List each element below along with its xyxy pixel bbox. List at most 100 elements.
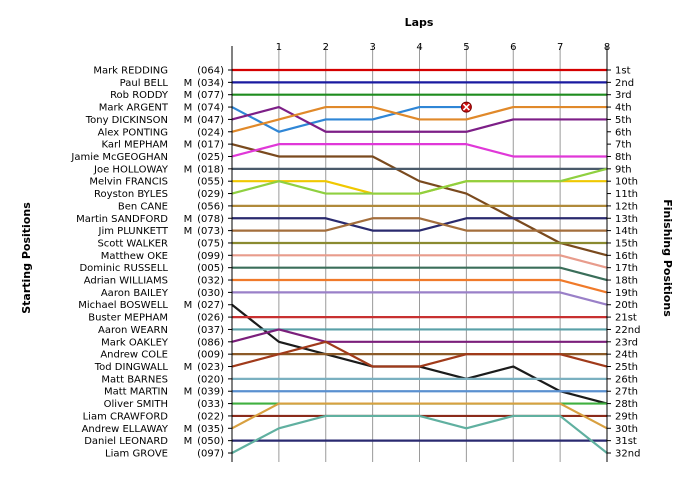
retirement-markers xyxy=(460,101,472,113)
starting-driver-number: (027) xyxy=(197,300,224,311)
starting-position-labels: Mark REDDING (064) Paul BELL M (034) Rob RODD… xyxy=(70,66,224,460)
finishing-position-label: 19th xyxy=(615,288,638,299)
starting-driver-number: (018) xyxy=(197,164,224,175)
starting-driver-number: (009) xyxy=(197,350,224,361)
starting-driver-number: (074) xyxy=(197,103,224,114)
starting-driver-name: Jamie McGEOGHAN xyxy=(70,152,168,163)
starting-driver-class: M xyxy=(184,164,193,175)
x-tick-label-2: 2 xyxy=(323,42,329,53)
series-line-18 xyxy=(232,278,608,294)
finishing-position-label: 7th xyxy=(615,140,632,151)
plot-frame xyxy=(228,46,611,462)
grid-lines xyxy=(278,46,608,462)
starting-driver-number: (005) xyxy=(197,263,224,274)
starting-driver-number: (073) xyxy=(197,226,224,237)
series-line-7 xyxy=(231,143,608,257)
starting-driver-class: M xyxy=(184,140,193,151)
starting-driver-name: Dominic RUSSELL xyxy=(79,263,168,274)
finishing-position-label: 10th xyxy=(615,177,638,188)
finishing-position-label: 11th xyxy=(615,189,638,200)
finishing-position-label: 6th xyxy=(615,127,632,138)
starting-driver-class: M xyxy=(184,387,193,398)
starting-driver-name: Liam CRAWFORD xyxy=(83,411,169,422)
finishing-position-label: 15th xyxy=(615,238,638,249)
starting-driver-name: Melvin FRANCIS xyxy=(89,177,168,188)
starting-driver-class: M xyxy=(184,214,193,225)
starting-driver-name: Mark ARGENT xyxy=(99,103,169,114)
starting-driver-name: Alex PONTING xyxy=(98,127,168,138)
starting-driver-number: (078) xyxy=(197,214,224,225)
starting-driver-name: Matt MARTIN xyxy=(104,387,168,398)
series-line-13 xyxy=(232,217,607,232)
y-axis-label-right: Finishing Positions xyxy=(661,199,674,317)
starting-driver-name: Matt BARNES xyxy=(101,374,168,385)
finishing-position-label: 32nd xyxy=(615,449,640,460)
starting-driver-name: Scott WALKER xyxy=(97,238,168,249)
finishing-position-label: 28th xyxy=(615,399,638,410)
starting-driver-name: Aaron WEARN xyxy=(98,325,168,336)
finishing-position-label: 27th xyxy=(615,387,638,398)
starting-driver-class: M xyxy=(184,90,193,101)
starting-driver-number: (026) xyxy=(197,313,224,324)
starting-driver-number: (023) xyxy=(197,362,224,373)
finishing-position-label: 16th xyxy=(615,251,638,262)
finishing-position-label: 26th xyxy=(615,374,638,385)
starting-driver-name: Buster MEPHAM xyxy=(88,313,168,324)
starting-driver-number: (056) xyxy=(197,201,224,212)
finishing-position-label: 23rd xyxy=(615,337,638,348)
starting-driver-number: (020) xyxy=(197,374,224,385)
y-axis-label-left: Starting Positions xyxy=(20,202,33,314)
starting-driver-number: (032) xyxy=(197,276,224,287)
starting-driver-name: Karl MEPHAM xyxy=(101,140,168,151)
x-tick-label-4: 4 xyxy=(416,42,422,53)
starting-driver-class: M xyxy=(184,115,193,126)
starting-driver-number: (017) xyxy=(197,140,224,151)
starting-driver-name: Daniel LEONARD xyxy=(84,436,168,447)
series-line-23 xyxy=(231,328,607,343)
finishing-position-label: 20th xyxy=(615,300,638,311)
finishing-position-label: 1st xyxy=(615,66,631,77)
starting-driver-name: Martin SANDFORD xyxy=(76,214,168,225)
starting-driver-name: Ben CANE xyxy=(118,201,168,212)
starting-driver-name: Michael BOSWELL xyxy=(78,300,168,311)
finishing-position-label: 30th xyxy=(615,424,638,435)
finishing-position-label: 25th xyxy=(615,362,638,373)
retirement-marker-cross xyxy=(462,103,470,111)
finishing-position-label: 29th xyxy=(615,411,638,422)
series-line-14 xyxy=(232,217,607,232)
starting-driver-number: (055) xyxy=(197,177,224,188)
finishing-position-label: 18th xyxy=(615,276,638,287)
x-tick-label-7: 7 xyxy=(557,42,563,53)
starting-driver-name: Jim PLUNKETT xyxy=(98,226,169,237)
finishing-position-label: 14th xyxy=(615,226,638,237)
starting-driver-number: (039) xyxy=(197,387,224,398)
finishing-position-label: 21st xyxy=(615,313,637,324)
starting-driver-class: M xyxy=(184,436,193,447)
starting-driver-name: Aaron BAILEY xyxy=(101,288,169,299)
starting-driver-class: M xyxy=(184,226,193,237)
series-line-30 xyxy=(231,402,608,430)
starting-driver-class: M xyxy=(184,424,193,435)
starting-driver-name: Mark REDDING xyxy=(93,66,168,77)
starting-driver-number: (033) xyxy=(197,399,224,410)
finishing-position-label: 31st xyxy=(615,436,637,447)
starting-driver-name: Joe HOLLOWAY xyxy=(93,164,169,175)
starting-driver-number: (047) xyxy=(197,115,224,126)
finishing-position-label: 12th xyxy=(615,201,638,212)
finishing-position-label: 2nd xyxy=(615,78,634,89)
finishing-position-label: 17th xyxy=(615,263,638,274)
chart-title: Laps xyxy=(405,16,434,29)
starting-driver-number: (025) xyxy=(197,152,224,163)
starting-driver-name: Paul BELL xyxy=(120,78,169,89)
series-line-11 xyxy=(231,167,608,195)
series-line-8 xyxy=(231,143,607,158)
starting-driver-class: M xyxy=(184,362,193,373)
starting-driver-name: Mark OAKLEY xyxy=(101,337,169,348)
starting-driver-name: Matthew OKE xyxy=(101,251,168,262)
series-line-16 xyxy=(232,254,608,269)
x-tick-label-5: 5 xyxy=(463,42,469,53)
x-tick-label-1: 1 xyxy=(276,42,282,53)
